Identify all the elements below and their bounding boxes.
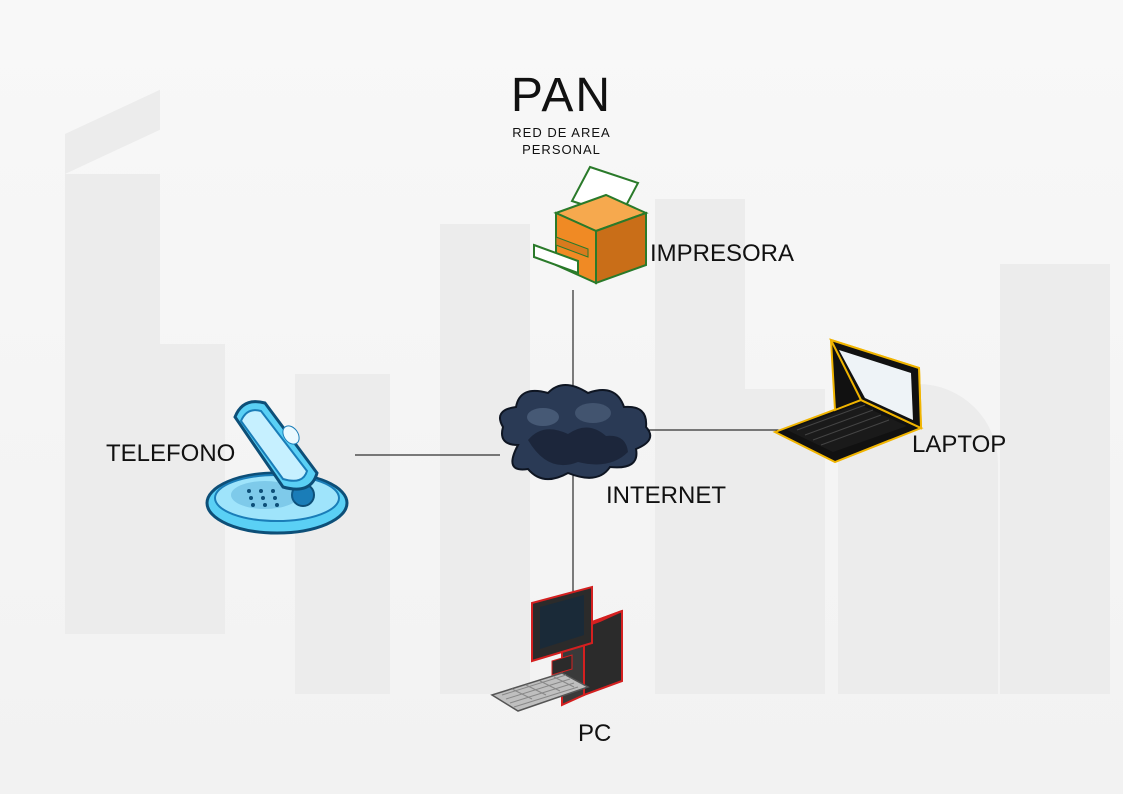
printer-label: IMPRESORA [650, 240, 794, 268]
printer-icon [534, 167, 646, 283]
pc-icon [492, 587, 622, 711]
pc-label: PC [578, 720, 611, 748]
network-svg [0, 0, 1123, 794]
internet-cloud-icon [500, 385, 650, 479]
internet-label: INTERNET [606, 482, 726, 510]
laptop-icon [775, 340, 921, 462]
laptop-label: LAPTOP [912, 431, 1006, 459]
diagram-canvas: PAN RED DE AREA PERSONAL [0, 0, 1123, 794]
phone-label: TELEFONO [106, 440, 235, 468]
